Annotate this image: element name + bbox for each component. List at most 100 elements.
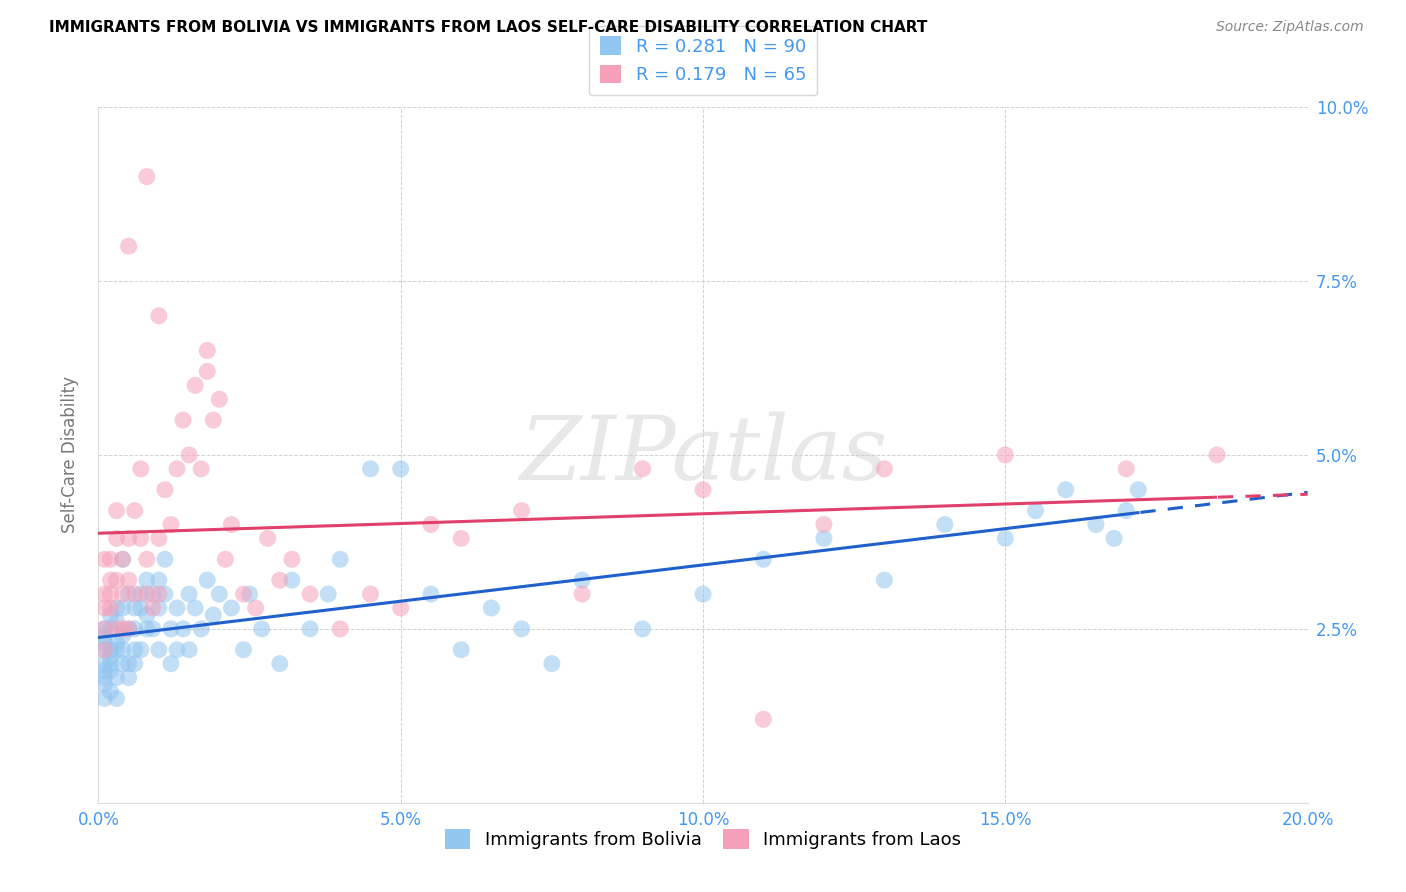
Point bbox=[190, 462, 212, 476]
Point bbox=[873, 573, 896, 587]
Point bbox=[93, 622, 115, 636]
Text: Source: ZipAtlas.com: Source: ZipAtlas.com bbox=[1216, 20, 1364, 34]
Point bbox=[195, 343, 218, 358]
Point bbox=[221, 517, 243, 532]
Point bbox=[299, 587, 322, 601]
Point bbox=[93, 622, 115, 636]
Point bbox=[420, 587, 443, 601]
Point bbox=[692, 587, 714, 601]
Point bbox=[93, 671, 115, 685]
Point bbox=[118, 532, 141, 546]
Point bbox=[153, 587, 176, 601]
Point bbox=[481, 601, 503, 615]
Point bbox=[1128, 483, 1150, 497]
Point bbox=[118, 657, 141, 671]
Point bbox=[100, 622, 122, 636]
Point bbox=[195, 573, 218, 587]
Point bbox=[813, 532, 835, 546]
Point bbox=[245, 601, 267, 615]
Point bbox=[118, 239, 141, 253]
Point bbox=[93, 677, 115, 691]
Point bbox=[93, 642, 115, 657]
Point bbox=[160, 622, 183, 636]
Point bbox=[148, 642, 170, 657]
Point bbox=[148, 601, 170, 615]
Point bbox=[124, 642, 146, 657]
Point bbox=[93, 664, 115, 678]
Point bbox=[184, 378, 207, 392]
Point bbox=[135, 552, 157, 566]
Point bbox=[105, 532, 128, 546]
Point bbox=[111, 552, 134, 566]
Point bbox=[179, 448, 201, 462]
Point bbox=[118, 622, 141, 636]
Point bbox=[135, 622, 157, 636]
Point bbox=[93, 657, 115, 671]
Point bbox=[232, 642, 254, 657]
Point bbox=[100, 642, 122, 657]
Point bbox=[124, 657, 146, 671]
Point bbox=[813, 517, 835, 532]
Point bbox=[129, 532, 152, 546]
Point bbox=[93, 552, 115, 566]
Point bbox=[195, 364, 218, 378]
Point bbox=[105, 503, 128, 517]
Point bbox=[93, 587, 115, 601]
Point bbox=[510, 503, 533, 517]
Text: IMMIGRANTS FROM BOLIVIA VS IMMIGRANTS FROM LAOS SELF-CARE DISABILITY CORRELATION: IMMIGRANTS FROM BOLIVIA VS IMMIGRANTS FR… bbox=[49, 20, 928, 35]
Point bbox=[129, 601, 152, 615]
Point bbox=[994, 532, 1017, 546]
Point bbox=[208, 392, 231, 407]
Point bbox=[692, 483, 714, 497]
Point bbox=[752, 712, 775, 726]
Point bbox=[1206, 448, 1229, 462]
Point bbox=[250, 622, 273, 636]
Point bbox=[93, 642, 115, 657]
Point bbox=[184, 601, 207, 615]
Point bbox=[105, 642, 128, 657]
Point bbox=[148, 587, 170, 601]
Text: ZIPatlas: ZIPatlas bbox=[519, 411, 887, 499]
Point bbox=[100, 552, 122, 566]
Point bbox=[111, 587, 134, 601]
Point bbox=[105, 691, 128, 706]
Point bbox=[129, 587, 152, 601]
Point bbox=[269, 657, 291, 671]
Point bbox=[1024, 503, 1046, 517]
Point bbox=[329, 622, 352, 636]
Point bbox=[129, 642, 152, 657]
Point bbox=[118, 622, 141, 636]
Point bbox=[269, 573, 291, 587]
Point bbox=[111, 622, 134, 636]
Point bbox=[111, 601, 134, 615]
Point bbox=[166, 642, 188, 657]
Point bbox=[752, 552, 775, 566]
Point bbox=[450, 642, 472, 657]
Point bbox=[124, 503, 146, 517]
Point bbox=[111, 642, 134, 657]
Point bbox=[100, 649, 122, 664]
Point bbox=[202, 607, 225, 622]
Point bbox=[360, 587, 382, 601]
Point bbox=[299, 622, 322, 636]
Point bbox=[100, 573, 122, 587]
Point bbox=[1102, 532, 1125, 546]
Point bbox=[166, 601, 188, 615]
Point bbox=[142, 587, 165, 601]
Point bbox=[571, 587, 593, 601]
Point bbox=[208, 587, 231, 601]
Point bbox=[142, 622, 165, 636]
Point bbox=[135, 169, 157, 184]
Point bbox=[124, 587, 146, 601]
Point bbox=[281, 573, 304, 587]
Point bbox=[118, 671, 141, 685]
Point bbox=[631, 462, 654, 476]
Point bbox=[148, 573, 170, 587]
Point bbox=[105, 622, 128, 636]
Point bbox=[100, 657, 122, 671]
Point bbox=[256, 532, 278, 546]
Point bbox=[994, 448, 1017, 462]
Point bbox=[124, 601, 146, 615]
Point bbox=[118, 587, 141, 601]
Point bbox=[111, 657, 134, 671]
